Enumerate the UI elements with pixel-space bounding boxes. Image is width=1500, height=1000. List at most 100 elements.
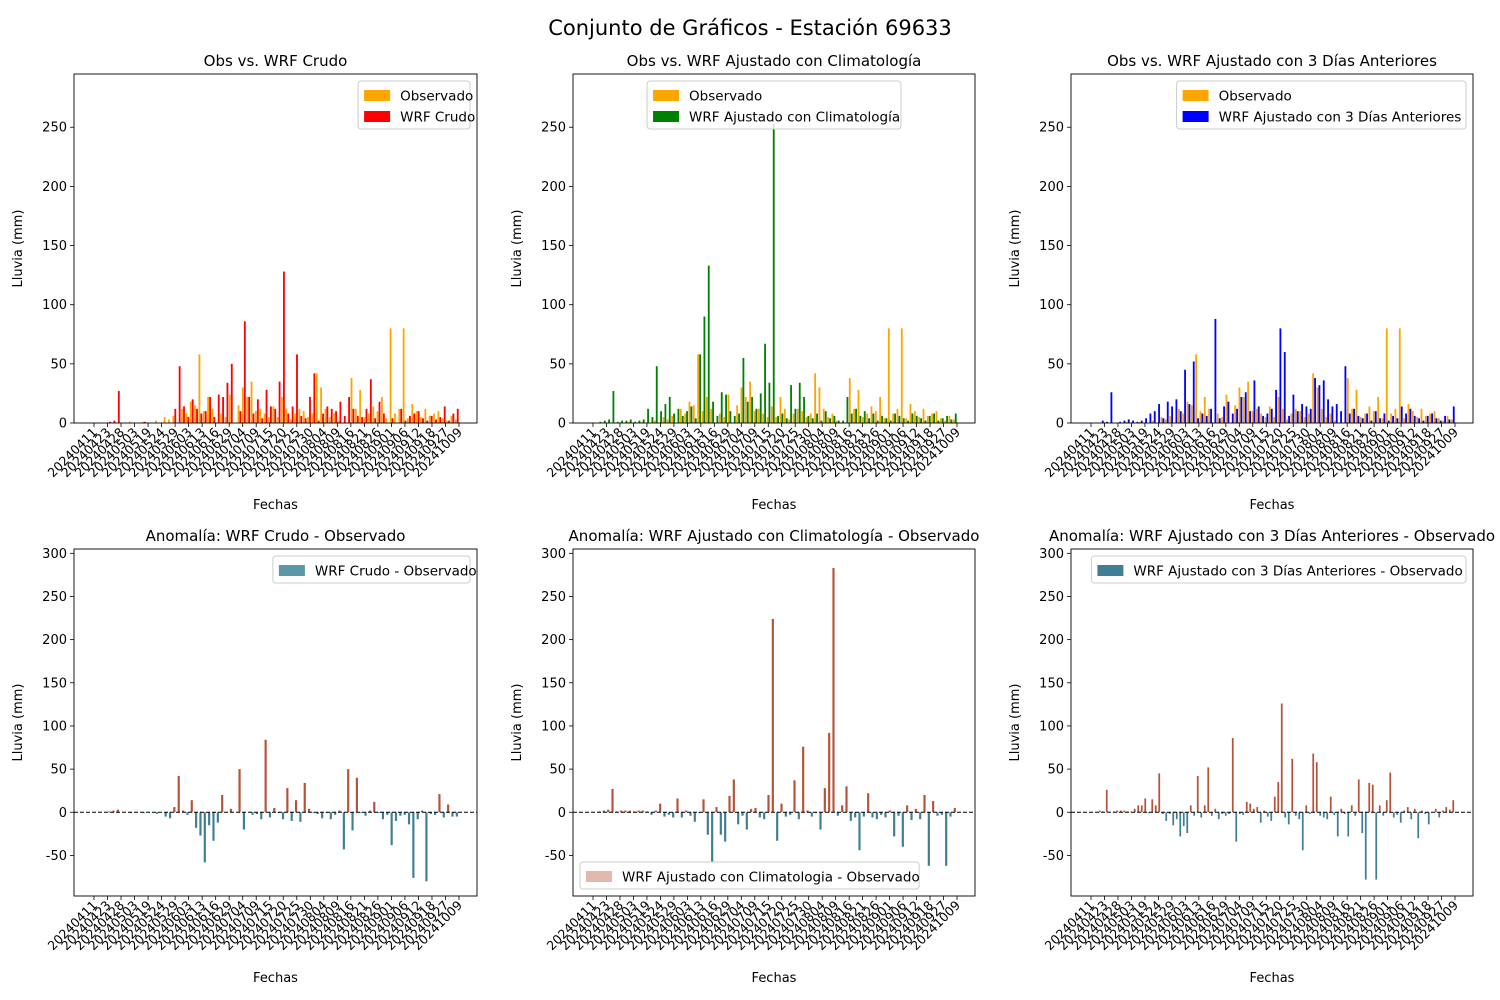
bar-observado bbox=[254, 411, 257, 423]
anomaly-bar-positive bbox=[1263, 810, 1266, 813]
anomaly-bar-negative bbox=[1354, 812, 1357, 816]
bar-wrf bbox=[1171, 406, 1173, 423]
anomaly-bar-negative bbox=[1427, 812, 1430, 825]
legend-label: Observado bbox=[689, 89, 762, 105]
anomaly-bar-positive bbox=[420, 810, 424, 813]
bar-observado bbox=[168, 419, 170, 423]
bar-wrf bbox=[1236, 408, 1238, 423]
anomaly-bar-negative bbox=[854, 812, 857, 818]
bar-observado bbox=[900, 328, 903, 423]
bar-wrf bbox=[278, 381, 281, 423]
legend-box bbox=[1176, 80, 1467, 130]
bar-observado bbox=[1125, 421, 1128, 423]
bar-wrf bbox=[898, 415, 901, 423]
bar-observado bbox=[718, 413, 721, 423]
anomaly-bar-negative bbox=[412, 812, 415, 878]
anomaly-bar-negative bbox=[1392, 812, 1395, 818]
bar-wrf bbox=[603, 420, 606, 423]
bar-observado bbox=[424, 408, 427, 423]
bar-wrf bbox=[1127, 419, 1130, 423]
bar-observado bbox=[1303, 417, 1306, 423]
anomaly-bar-positive bbox=[1452, 800, 1455, 813]
bar-wrf bbox=[855, 408, 857, 423]
y-tick-label: 50 bbox=[50, 357, 67, 372]
bar-wrf bbox=[954, 413, 957, 423]
bar-wrf bbox=[699, 354, 701, 423]
anomaly-bar-negative bbox=[1382, 812, 1385, 816]
anomaly-bar-positive bbox=[659, 803, 662, 813]
anomaly-bar-negative bbox=[1147, 812, 1150, 814]
bar-wrf bbox=[335, 411, 337, 423]
bar-wrf bbox=[265, 389, 268, 423]
anomaly-bar-positive bbox=[1140, 805, 1143, 813]
bar-wrf bbox=[361, 417, 364, 423]
bar-wrf bbox=[452, 413, 455, 423]
y-tick-label: 100 bbox=[541, 719, 566, 734]
bar-wrf bbox=[764, 343, 766, 423]
anomaly-bar-positive bbox=[841, 805, 844, 813]
chart-panel-6: Anomalía: WRF Ajustado con 3 Días Anteri… bbox=[1008, 527, 1495, 986]
bar-wrf bbox=[1379, 418, 1381, 423]
bar-wrf bbox=[777, 415, 779, 423]
bar-observado bbox=[415, 411, 418, 423]
anomaly-bar-negative bbox=[849, 812, 852, 821]
anomaly-bar-positive bbox=[1256, 807, 1259, 813]
bar-observado bbox=[281, 396, 283, 423]
bar-wrf bbox=[690, 406, 693, 423]
bar-observado bbox=[853, 408, 856, 423]
axes-frame bbox=[572, 73, 976, 424]
anomaly-bar-positive bbox=[728, 795, 731, 813]
anomaly-bar-negative bbox=[1175, 812, 1178, 820]
bar-wrf bbox=[629, 419, 632, 423]
bar-wrf bbox=[248, 396, 251, 423]
bar-observado bbox=[775, 417, 778, 423]
anomaly-bar-negative bbox=[208, 812, 211, 826]
bar-observado bbox=[831, 413, 834, 423]
bar-wrf bbox=[1123, 420, 1126, 423]
bar-wrf bbox=[673, 413, 675, 423]
anomaly-bar-positive bbox=[1378, 805, 1381, 813]
bar-observado bbox=[155, 420, 157, 423]
legend: WRF Ajustado con Climatologia - Observad… bbox=[579, 861, 920, 890]
anomaly-bar-negative bbox=[1424, 812, 1427, 814]
y-tick-label: 250 bbox=[42, 121, 67, 136]
anomaly-bar-negative bbox=[871, 812, 874, 818]
anomaly-bar-negative bbox=[810, 812, 813, 817]
y-tick-label: 200 bbox=[541, 633, 566, 648]
anomaly-bar-negative bbox=[1343, 812, 1346, 814]
bar-observado bbox=[1398, 328, 1401, 423]
bar-wrf bbox=[330, 408, 333, 423]
bar-wrf bbox=[733, 415, 736, 423]
bar-observado bbox=[1411, 411, 1414, 423]
bar-wrf bbox=[1179, 411, 1182, 423]
bar-wrf bbox=[807, 415, 810, 423]
y-tick-label: 0 bbox=[59, 417, 67, 432]
anomaly-bar-positive bbox=[867, 793, 870, 813]
anomaly-bar-negative bbox=[312, 812, 315, 814]
anomaly-bar-positive bbox=[1245, 801, 1248, 813]
anomaly-bar-negative bbox=[281, 812, 285, 820]
anomaly-bar-negative bbox=[1375, 812, 1378, 880]
bar-observado bbox=[359, 389, 362, 423]
y-tick-label: 50 bbox=[1047, 357, 1064, 372]
anomaly-bar-positive bbox=[767, 795, 770, 813]
bar-observado bbox=[302, 411, 305, 423]
anomaly-bar-negative bbox=[927, 812, 930, 866]
anomaly-bar-positive bbox=[181, 810, 185, 813]
legend-label: WRF Ajustado con Climatologia - Observad… bbox=[622, 870, 920, 886]
bar-observado bbox=[450, 415, 453, 423]
anomaly-bar-negative bbox=[1326, 812, 1329, 820]
anomaly-bar-positive bbox=[438, 794, 441, 813]
anomaly-bar-negative bbox=[1417, 812, 1420, 839]
anomaly-bar-positive bbox=[1305, 805, 1308, 813]
bar-observado bbox=[1177, 408, 1180, 423]
bar-wrf bbox=[317, 420, 320, 423]
bar-observado bbox=[1286, 419, 1289, 423]
anomaly-bar-negative bbox=[451, 812, 454, 817]
bar-observado bbox=[237, 405, 240, 423]
y-tick-label: 200 bbox=[42, 180, 67, 195]
anomaly-bar-negative bbox=[745, 812, 748, 830]
bar-wrf bbox=[915, 415, 918, 423]
bar-observado bbox=[1164, 419, 1167, 423]
bar-observado bbox=[1416, 417, 1419, 423]
